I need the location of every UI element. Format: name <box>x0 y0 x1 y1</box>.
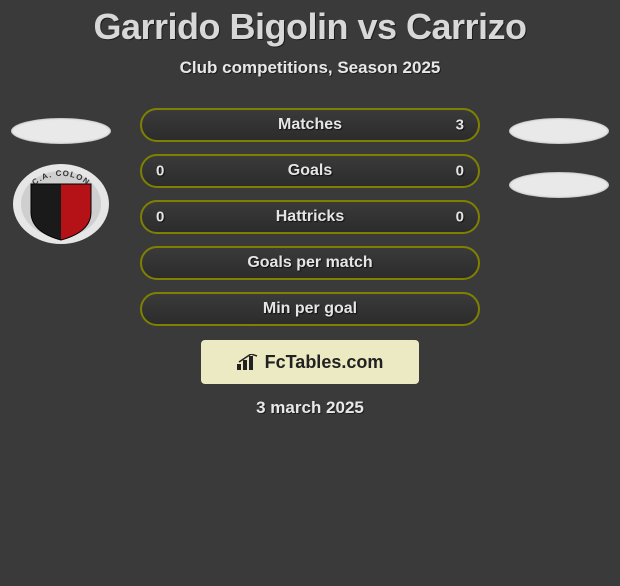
page-title: Garrido Bigolin vs Carrizo <box>0 6 620 48</box>
bar-chart-icon <box>237 354 259 370</box>
player-photo-placeholder <box>11 118 111 144</box>
left-club-crest: C.A. COLON <box>11 162 111 246</box>
stat-label: Hattricks <box>276 208 344 226</box>
stat-row-goals: 0 Goals 0 <box>140 154 480 188</box>
stat-right-value: 3 <box>456 117 464 134</box>
stat-row-goals-per-match: Goals per match <box>140 246 480 280</box>
stat-row-matches: Matches 3 <box>140 108 480 142</box>
right-player-column <box>506 108 612 208</box>
stat-left-value: 0 <box>156 209 164 226</box>
stat-rows: Matches 3 0 Goals 0 0 Hattricks 0 Goals … <box>140 108 480 326</box>
stat-label: Min per goal <box>263 300 357 318</box>
stat-row-min-per-goal: Min per goal <box>140 292 480 326</box>
stat-left-value: 0 <box>156 163 164 180</box>
site-badge: FcTables.com <box>201 340 419 384</box>
left-player-column: C.A. COLON <box>8 108 114 246</box>
club-crest-placeholder <box>509 172 609 198</box>
stat-right-value: 0 <box>456 163 464 180</box>
right-club-crest-slot <box>506 162 612 208</box>
date-label: 3 march 2025 <box>0 398 620 418</box>
stat-right-value: 0 <box>456 209 464 226</box>
stat-label: Goals per match <box>247 254 372 272</box>
site-name: FcTables.com <box>265 352 384 373</box>
stat-label: Goals <box>288 162 332 180</box>
comparison-stage: C.A. COLON Matches 3 0 Goals 0 0 Hattric… <box>0 108 620 418</box>
left-player-photo-slot <box>8 108 114 154</box>
right-player-photo-slot <box>506 108 612 154</box>
page-subtitle: Club competitions, Season 2025 <box>0 58 620 78</box>
club-crest-icon: C.A. COLON <box>11 162 111 246</box>
player-photo-placeholder <box>509 118 609 144</box>
stat-row-hattricks: 0 Hattricks 0 <box>140 200 480 234</box>
stat-label: Matches <box>278 116 342 134</box>
